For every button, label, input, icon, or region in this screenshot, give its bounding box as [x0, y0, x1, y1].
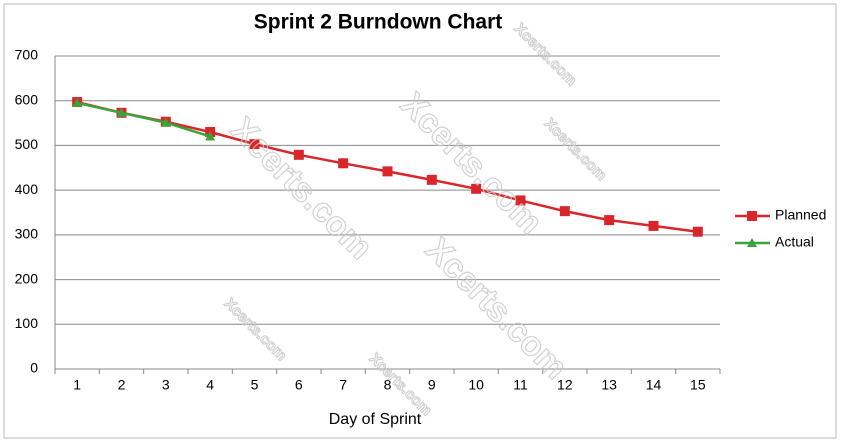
series-line	[76, 101, 211, 138]
marker	[648, 220, 659, 231]
x-tick-label: 2	[118, 377, 126, 393]
marker	[692, 226, 703, 237]
marker	[426, 174, 437, 185]
x-tick-label: 7	[339, 377, 347, 393]
x-tick-label: 5	[251, 377, 259, 393]
y-tick-label: 500	[15, 136, 39, 152]
x-tick-label: 10	[468, 377, 484, 393]
x-tick-label: 1	[73, 377, 81, 393]
x-tick-label: 13	[601, 377, 617, 393]
marker	[249, 139, 260, 150]
chart-frame	[3, 3, 837, 439]
x-tick-label: 14	[646, 377, 662, 393]
x-axis-label: Day of Sprint	[329, 411, 422, 428]
y-tick-label: 300	[15, 226, 39, 242]
marker	[382, 166, 393, 177]
marker	[160, 117, 171, 127]
x-tick-label: 9	[428, 377, 436, 393]
y-tick-label: 100	[15, 315, 39, 331]
x-tick-label: 3	[162, 377, 170, 393]
marker	[559, 206, 570, 217]
marker	[515, 195, 526, 206]
legend-label: Actual	[775, 234, 814, 250]
y-tick-label: 700	[15, 47, 39, 63]
x-tick-label: 6	[295, 377, 303, 393]
x-tick-label: 12	[557, 377, 573, 393]
legend-label: Planned	[775, 207, 826, 223]
x-tick-label: 15	[690, 377, 706, 393]
marker	[293, 149, 304, 160]
y-tick-label: 600	[15, 91, 39, 107]
marker	[116, 107, 127, 117]
marker	[338, 158, 349, 169]
marker	[747, 211, 757, 221]
chart-title: Sprint 2 Burndown Chart	[254, 11, 503, 34]
x-tick-label: 8	[384, 377, 392, 393]
marker	[747, 238, 757, 247]
y-tick-label: 0	[30, 360, 38, 376]
marker	[471, 183, 482, 194]
y-tick-label: 400	[15, 181, 39, 197]
marker	[72, 97, 83, 107]
x-tick-label: 11	[513, 377, 528, 393]
marker	[205, 131, 216, 141]
x-tick-label: 4	[206, 377, 214, 393]
y-tick-label: 200	[15, 270, 39, 286]
marker	[604, 215, 615, 226]
